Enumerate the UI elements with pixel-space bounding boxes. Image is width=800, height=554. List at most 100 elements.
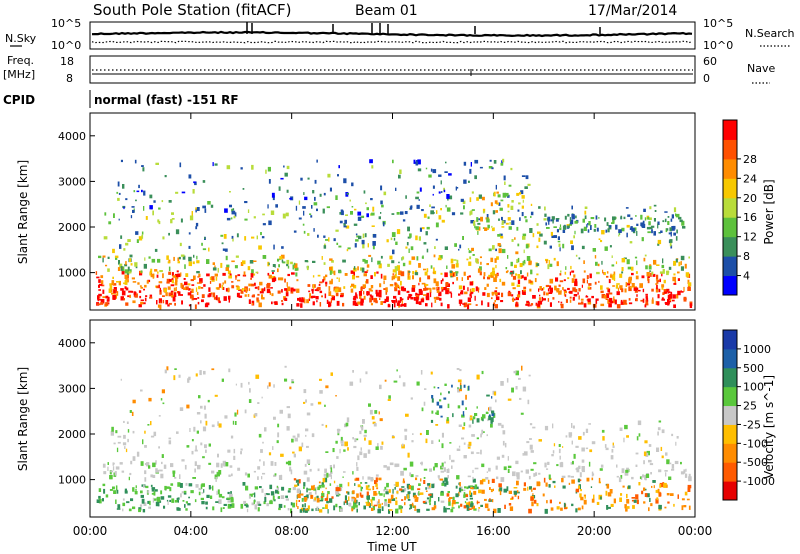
data-cell xyxy=(233,215,236,219)
data-cell xyxy=(351,496,354,502)
data-cell xyxy=(523,487,527,491)
data-cell xyxy=(153,498,157,501)
data-cell xyxy=(462,303,466,305)
data-cell xyxy=(681,220,685,226)
data-cell xyxy=(581,505,584,510)
data-cell xyxy=(680,461,682,465)
data-cell xyxy=(248,288,251,291)
data-cell xyxy=(436,286,439,290)
data-cell xyxy=(429,497,432,502)
data-cell xyxy=(148,256,151,259)
data-cell xyxy=(153,200,156,203)
data-cell xyxy=(669,462,672,465)
data-cell xyxy=(253,500,256,503)
data-cell xyxy=(287,286,291,292)
data-cell xyxy=(538,439,542,442)
data-cell xyxy=(160,496,165,500)
data-cell xyxy=(369,159,373,164)
data-cell xyxy=(272,446,274,450)
data-cell xyxy=(391,276,394,281)
data-cell xyxy=(298,446,302,452)
data-cell xyxy=(96,276,100,279)
data-cell xyxy=(140,494,144,498)
data-cell xyxy=(227,491,230,495)
data-cell xyxy=(486,228,489,230)
data-cell xyxy=(536,481,541,487)
data-cell xyxy=(131,411,134,416)
data-cell xyxy=(375,483,378,487)
data-cell xyxy=(651,485,653,488)
data-cell xyxy=(488,248,492,252)
data-cell xyxy=(414,509,417,511)
data-cell xyxy=(198,487,202,491)
data-cell xyxy=(657,488,660,494)
data-cell xyxy=(339,483,343,488)
data-cell xyxy=(429,292,432,298)
data-cell xyxy=(114,291,118,293)
data-cell xyxy=(644,217,647,221)
data-cell xyxy=(417,488,421,491)
data-cell xyxy=(657,431,659,436)
data-cell xyxy=(657,239,662,245)
data-cell xyxy=(283,165,285,168)
data-cell xyxy=(181,191,186,194)
data-cell xyxy=(486,471,488,473)
data-cell xyxy=(319,302,322,307)
data-cell xyxy=(257,402,260,404)
data-cell xyxy=(548,484,551,488)
data-cell xyxy=(604,217,607,222)
data-cell xyxy=(507,292,512,297)
data-cell xyxy=(443,397,447,400)
data-cell xyxy=(314,289,318,291)
data-cell xyxy=(438,174,442,177)
data-cell xyxy=(352,437,354,440)
data-cell xyxy=(605,490,608,496)
data-cell xyxy=(325,239,329,241)
data-cell xyxy=(464,501,467,504)
data-cell xyxy=(132,430,135,434)
data-cell xyxy=(426,248,429,253)
data-cell xyxy=(380,301,383,305)
data-cell xyxy=(583,270,586,273)
data-cell xyxy=(641,237,644,242)
data-cell xyxy=(156,274,159,278)
data-cell xyxy=(325,284,328,287)
data-cell xyxy=(312,301,315,306)
data-cell xyxy=(329,483,332,486)
data-cell xyxy=(338,277,340,282)
data-cell xyxy=(525,469,529,474)
data-cell xyxy=(444,272,448,278)
data-cell xyxy=(162,295,165,297)
data-cell xyxy=(151,258,156,263)
data-cell xyxy=(512,471,516,477)
data-cell xyxy=(529,228,533,233)
data-cell xyxy=(442,278,444,282)
data-cell xyxy=(519,397,522,400)
data-cell xyxy=(626,499,630,504)
data-cell xyxy=(511,200,514,203)
data-cell xyxy=(174,282,178,286)
data-cell xyxy=(129,410,132,413)
data-cell xyxy=(643,208,646,212)
data-cell xyxy=(183,278,186,280)
data-cell xyxy=(223,462,226,467)
data-cell xyxy=(640,299,644,302)
colorbar-swatch xyxy=(723,330,737,350)
data-cell xyxy=(643,451,647,456)
data-cell xyxy=(285,495,288,498)
data-cell xyxy=(282,213,286,219)
data-cell xyxy=(203,370,206,375)
data-cell xyxy=(343,225,347,228)
data-cell xyxy=(356,508,358,513)
data-cell xyxy=(261,294,263,300)
data-cell xyxy=(311,508,314,512)
data-cell xyxy=(339,212,342,215)
data-cell xyxy=(444,383,447,386)
data-cell xyxy=(301,297,303,302)
data-cell xyxy=(230,491,232,495)
data-cell xyxy=(254,413,258,417)
data-cell xyxy=(520,270,522,275)
data-cell xyxy=(408,485,411,490)
data-cell xyxy=(568,435,572,438)
data-cell xyxy=(598,238,601,240)
